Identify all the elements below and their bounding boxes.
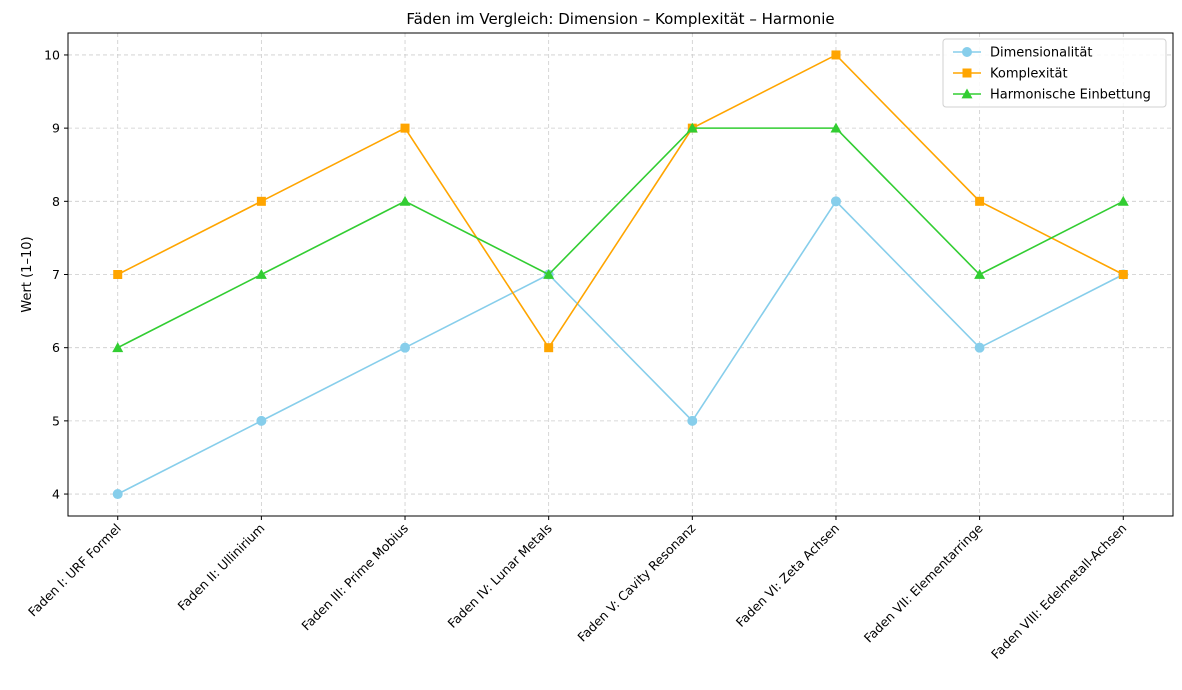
chart-title: Fäden im Vergleich: Dimension – Komplexi… (406, 10, 834, 28)
legend-entry: Harmonische Einbettung (953, 88, 1151, 103)
x-tick-label: Faden III: Prime Mobius (298, 521, 411, 634)
y-tick-label: 7 (52, 267, 60, 282)
data-point (256, 196, 266, 206)
data-point (1117, 195, 1129, 206)
x-tick-label: Faden V: Cavity Resonanz (574, 520, 698, 644)
data-point (112, 342, 124, 353)
legend: Dimensionalität Komplexität Harmonische Ei… (942, 38, 1167, 108)
series-line (117, 127, 1124, 349)
x-axis: Faden I: URF Formel Faden II: Ullinirium F… (25, 516, 1129, 662)
x-tick-label: Faden VI: Zeta Achsen (733, 521, 842, 630)
data-point (112, 489, 123, 500)
data-point (974, 269, 986, 279)
data-point (686, 122, 698, 133)
data-point (974, 342, 985, 353)
x-tick-label: Faden II: Ullinirium (175, 521, 268, 614)
y-tick-label: 8 (52, 194, 60, 209)
data-point (1118, 270, 1128, 279)
series-line (117, 53, 1124, 350)
x-tick-label: Faden I: URF Formel (25, 521, 124, 620)
legend-marker (961, 88, 973, 99)
data-point (400, 342, 411, 353)
data-point (399, 195, 411, 206)
x-tick-label: Faden IV: Lunar Metals (444, 521, 554, 631)
data-point (255, 269, 267, 279)
data-point (831, 50, 841, 60)
data-point (113, 270, 123, 279)
legend-label: Dimensionalität (990, 46, 1092, 61)
data-point (544, 343, 554, 353)
data-point (543, 269, 555, 279)
data-point (256, 415, 267, 426)
data-point (400, 123, 410, 133)
data-point (687, 415, 698, 426)
x-tick-label: Faden VII: Elementarringe (861, 520, 986, 645)
y-tick-label: 6 (52, 340, 60, 355)
legend-label: Harmonische Einbettung (990, 88, 1151, 103)
x-tick-label: Faden VIII: Edelmetall-Achsen (988, 521, 1129, 662)
series-group (112, 50, 1129, 500)
y-tick-label: 4 (52, 487, 60, 502)
legend-marker (962, 68, 972, 78)
legend-entry: Komplexität (953, 67, 1068, 82)
y-tick-label: 10 (44, 47, 60, 62)
y-tick-label: 9 (52, 121, 60, 136)
y-tick-label: 5 (52, 413, 60, 428)
legend-box (942, 38, 1167, 108)
series-line (117, 200, 1124, 495)
series-3 (112, 122, 1129, 353)
data-point (830, 122, 842, 133)
legend-marker (962, 47, 972, 57)
y-axis-label: Wert (1–10) (20, 236, 35, 312)
legend-label: Komplexität (990, 67, 1068, 82)
legend-entry: Dimensionalität (953, 46, 1092, 61)
y-axis: 4 5 6 7 8 9 10 (44, 47, 68, 502)
data-point (975, 196, 985, 206)
data-point (830, 196, 841, 207)
